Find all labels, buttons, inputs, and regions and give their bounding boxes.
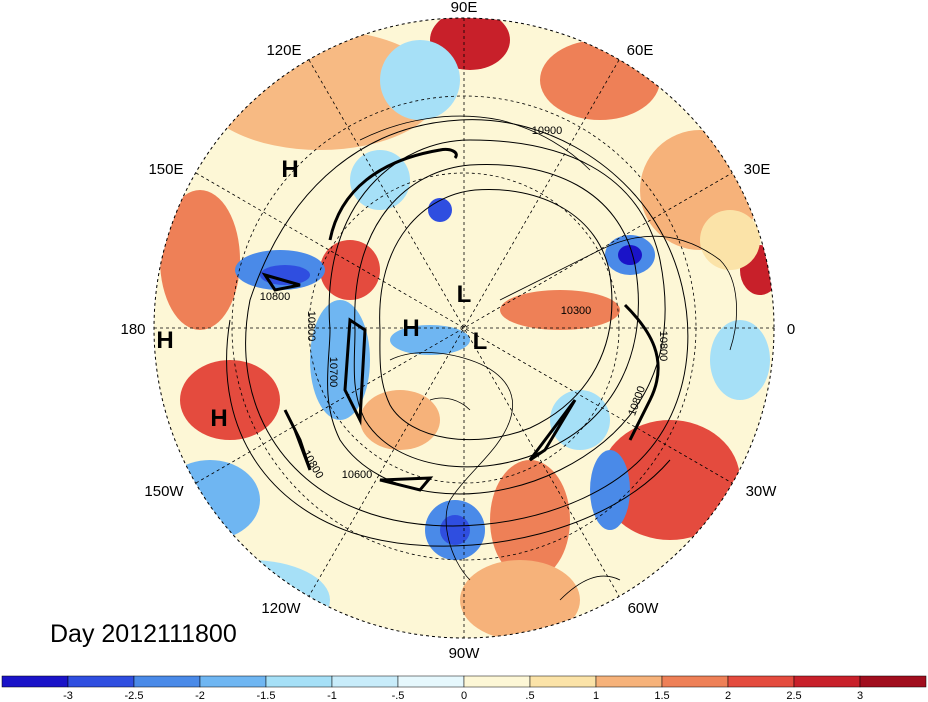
contour-label: 10700 [327,357,339,388]
colorbar-tick: 2 [724,690,732,702]
colorbar-tick: .5 [525,690,535,702]
colorbar-tick: -1 [327,690,337,702]
high-pressure-label: H [281,156,298,183]
lon-label-30e: 30E [744,161,771,178]
colorbar-tick: 0 [460,690,468,702]
date-label: Day 2012111800 [50,620,237,648]
pressure-centers: H H H H L L [156,156,487,432]
low-pressure-label: L [473,328,488,355]
lon-label-120w: 120W [261,600,301,617]
contour-label: 10300 [561,305,592,317]
polar-stereographic-map: 90E 60E 30E 0 30W 60W 90W 120W 150W 180 … [120,0,795,662]
lon-label-180: 180 [120,321,145,338]
jet-contours [261,148,660,492]
colorbar-tick: 1.5 [654,690,670,702]
colorbar-tick: -2 [195,690,205,702]
colorbar-tick: 1 [592,690,600,702]
contour-label: 10800 [260,291,291,303]
colorbar-tick: -3 [63,690,73,702]
high-pressure-label: H [402,315,419,342]
map-boundary [153,17,775,639]
anomaly-field [154,18,774,638]
contour-label: 10900 [532,125,563,137]
low-pressure-label: L [457,281,472,308]
lon-label-150w: 150W [144,483,184,500]
colorbar-tick: -1.5 [256,690,276,702]
colorbar: -3 -2.5 -2 -1.5 -1 -.5 0 .5 1 1.5 2 2.5 … [0,675,928,702]
lon-label-60w: 60W [628,600,660,617]
colorbar-tick: -.5 [391,690,405,702]
lon-label-60e: 60E [627,42,654,59]
lon-label-0: 0 [787,321,795,338]
contour-label: 10600 [342,469,373,481]
height-contours [226,119,689,547]
lon-label-90w: 90W [449,645,481,662]
longitude-labels: 90E 60E 30E 0 30W 60W 90W 120W 150W 180 … [120,0,795,662]
contour-label: 10800 [305,311,317,342]
lon-label-150e: 150E [148,161,183,178]
colorbar-tick: -2.5 [124,690,144,702]
high-pressure-label: H [210,405,227,432]
coastlines [359,115,737,601]
colorbar-tick: 2.5 [786,690,802,702]
contour-label: 10800 [657,331,669,362]
lon-label-30w: 30W [746,483,778,500]
high-pressure-label: H [156,327,173,354]
lon-label-90e: 90E [451,0,478,16]
colorbar-tick: 3 [856,690,864,702]
colorbar-swatches [1,675,927,688]
lon-label-120e: 120E [266,42,301,59]
